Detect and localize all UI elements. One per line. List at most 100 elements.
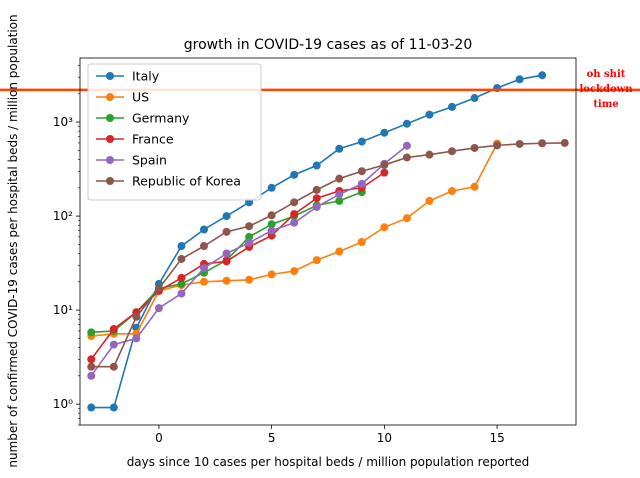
data-point [538, 71, 547, 80]
data-point [402, 214, 411, 223]
data-point [200, 225, 208, 234]
data-point [267, 183, 276, 192]
data-point [290, 170, 299, 179]
data-point [87, 328, 96, 337]
data-point [222, 276, 231, 285]
data-point [245, 275, 254, 284]
data-point [448, 186, 456, 195]
data-point [290, 210, 299, 219]
legend-label: Spain [132, 153, 167, 168]
legend-entry: Germany [96, 111, 190, 126]
data-point [87, 355, 96, 364]
x-tick-label: 10 [377, 431, 392, 445]
data-point [357, 167, 366, 176]
data-point [200, 242, 208, 251]
data-point [312, 185, 321, 194]
x-tick-label: 5 [268, 431, 276, 445]
data-point [245, 238, 254, 247]
data-point [402, 119, 411, 128]
data-point [222, 257, 231, 266]
data-point [267, 220, 276, 229]
data-point [290, 218, 299, 227]
data-point [222, 249, 231, 258]
data-point [470, 94, 479, 103]
data-point [290, 267, 299, 276]
legend-label: US [132, 90, 149, 105]
data-point [335, 247, 344, 256]
data-point [357, 238, 366, 247]
data-point [380, 223, 389, 232]
legend-box [87, 63, 262, 201]
data-point [267, 211, 276, 220]
y-tick-label: 10³ [53, 115, 73, 129]
data-point [267, 226, 276, 235]
legend-label: Republic of Korea [132, 174, 241, 189]
series-lines [87, 71, 569, 412]
legend-marker [106, 156, 114, 164]
data-point [425, 150, 434, 159]
legend-label: Italy [132, 69, 160, 84]
legend-marker [106, 114, 114, 122]
y-tick-label: 10⁰ [53, 397, 73, 411]
data-point [560, 138, 569, 147]
chart-title: growth in COVID-19 cases as of 11-03-20 [184, 37, 472, 53]
data-point [357, 137, 366, 146]
annotation-line: time [593, 99, 618, 110]
data-point [132, 334, 141, 343]
y-tick-label: 10² [53, 209, 73, 223]
data-point [132, 312, 141, 321]
data-point [154, 304, 163, 313]
data-point [470, 143, 479, 152]
data-point [177, 279, 186, 288]
data-point [200, 264, 208, 273]
plot-frame [79, 57, 577, 426]
data-point [425, 196, 434, 205]
legend-label: Germany [132, 111, 190, 126]
data-point [177, 289, 186, 298]
data-point [267, 270, 276, 279]
legend-entry: Spain [96, 153, 167, 168]
data-point [200, 277, 208, 286]
data-point [515, 75, 524, 84]
data-point [402, 153, 411, 162]
legend-entry: Republic of Korea [96, 174, 241, 189]
legend-marker [106, 72, 114, 80]
data-point [470, 182, 479, 191]
threshold-annotation: oh shit lockdown time [579, 69, 633, 110]
data-point [515, 139, 524, 148]
data-point [109, 403, 118, 412]
data-point [380, 160, 389, 169]
data-point [109, 362, 118, 371]
x-tick-label: 15 [489, 431, 504, 445]
x-axis-label: days since 10 cases per hospital beds / … [127, 455, 530, 469]
data-point [402, 141, 411, 150]
data-point [380, 168, 389, 177]
data-point [448, 102, 456, 111]
data-point [109, 324, 118, 333]
data-point [245, 222, 254, 231]
data-point [380, 128, 389, 137]
data-point [312, 202, 321, 211]
data-point [290, 198, 299, 207]
data-point [448, 147, 456, 156]
data-point [335, 174, 344, 183]
data-point [222, 212, 231, 221]
series-line [91, 142, 565, 368]
data-point [335, 190, 344, 199]
legend-marker [106, 135, 114, 143]
data-point [538, 139, 547, 148]
series-0 [87, 71, 547, 412]
y-axis-ticks: 10⁰ 10¹ 10² 10³ [53, 65, 80, 426]
data-point [222, 227, 231, 236]
legend-entry: US [96, 90, 149, 105]
legend-marker [106, 177, 114, 185]
data-point [177, 254, 186, 263]
series-5 [87, 138, 569, 371]
annotation-line: oh shit [587, 69, 626, 80]
data-point [335, 144, 344, 153]
x-tick-label: 0 [155, 431, 163, 445]
legend-label: France [132, 132, 174, 147]
legend-entry: France [96, 132, 174, 147]
data-point [87, 362, 96, 371]
